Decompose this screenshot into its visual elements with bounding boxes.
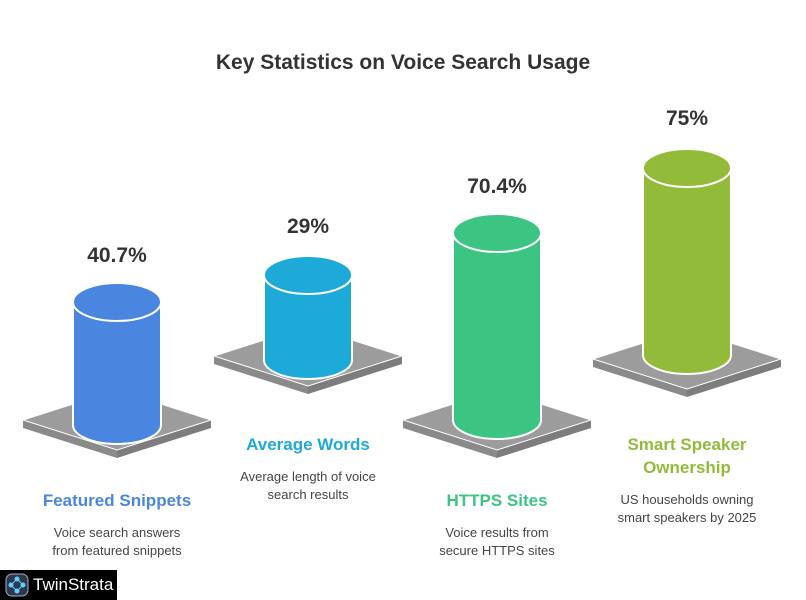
cylinder-top: [452, 213, 542, 253]
category-description: Voice search answers: [54, 525, 181, 540]
platform-right-side: [497, 420, 591, 458]
category-label: Average Words: [246, 435, 370, 454]
cylinder-bar: [642, 167, 732, 375]
value-label: 40.7%: [87, 244, 147, 267]
twinstrata-logo: TwinStrata: [0, 570, 117, 600]
cylinder-top: [642, 148, 732, 188]
category-label: Smart Speaker: [627, 435, 746, 454]
chart-title: Key Statistics on Voice Search Usage: [216, 51, 590, 74]
cylinder-bar: [72, 301, 162, 445]
cylinder-bar: [263, 274, 353, 380]
value-label: 70.4%: [467, 175, 527, 198]
cylinder-top: [72, 282, 162, 322]
network-icon: [5, 573, 29, 597]
platform-left-side: [403, 420, 497, 458]
platform-left-side: [23, 420, 117, 458]
category-description: secure HTTPS sites: [439, 543, 555, 558]
category-description: search results: [268, 487, 349, 502]
category-description: smart speakers by 2025: [618, 510, 757, 525]
category-description: Average length of voice: [240, 469, 376, 484]
category-label: HTTPS Sites: [446, 491, 547, 510]
logo-text: TwinStrata: [33, 575, 114, 594]
platform-left-side: [593, 359, 687, 397]
platform-right-side: [117, 420, 211, 458]
cylinder-top: [263, 255, 353, 295]
value-label: 75%: [666, 107, 708, 130]
platform-left-side: [214, 356, 308, 394]
category-description: US households owning: [621, 492, 754, 507]
cylinder-bar: [452, 232, 542, 440]
category-label: Ownership: [643, 458, 731, 477]
category-label: Featured Snippets: [43, 491, 191, 510]
value-label: 29%: [287, 215, 329, 238]
platform-right-side: [687, 359, 781, 397]
category-description: from featured snippets: [52, 543, 182, 558]
category-description: Voice results from: [445, 525, 548, 540]
platform-right-side: [308, 356, 402, 394]
